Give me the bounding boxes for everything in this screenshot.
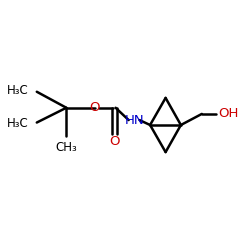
Text: O: O [109,135,120,148]
Text: H₃C: H₃C [6,84,28,97]
Text: OH: OH [218,108,238,120]
Text: O: O [90,101,100,114]
Text: HN: HN [124,114,144,126]
Text: H₃C: H₃C [6,117,28,130]
Text: CH₃: CH₃ [56,141,77,154]
